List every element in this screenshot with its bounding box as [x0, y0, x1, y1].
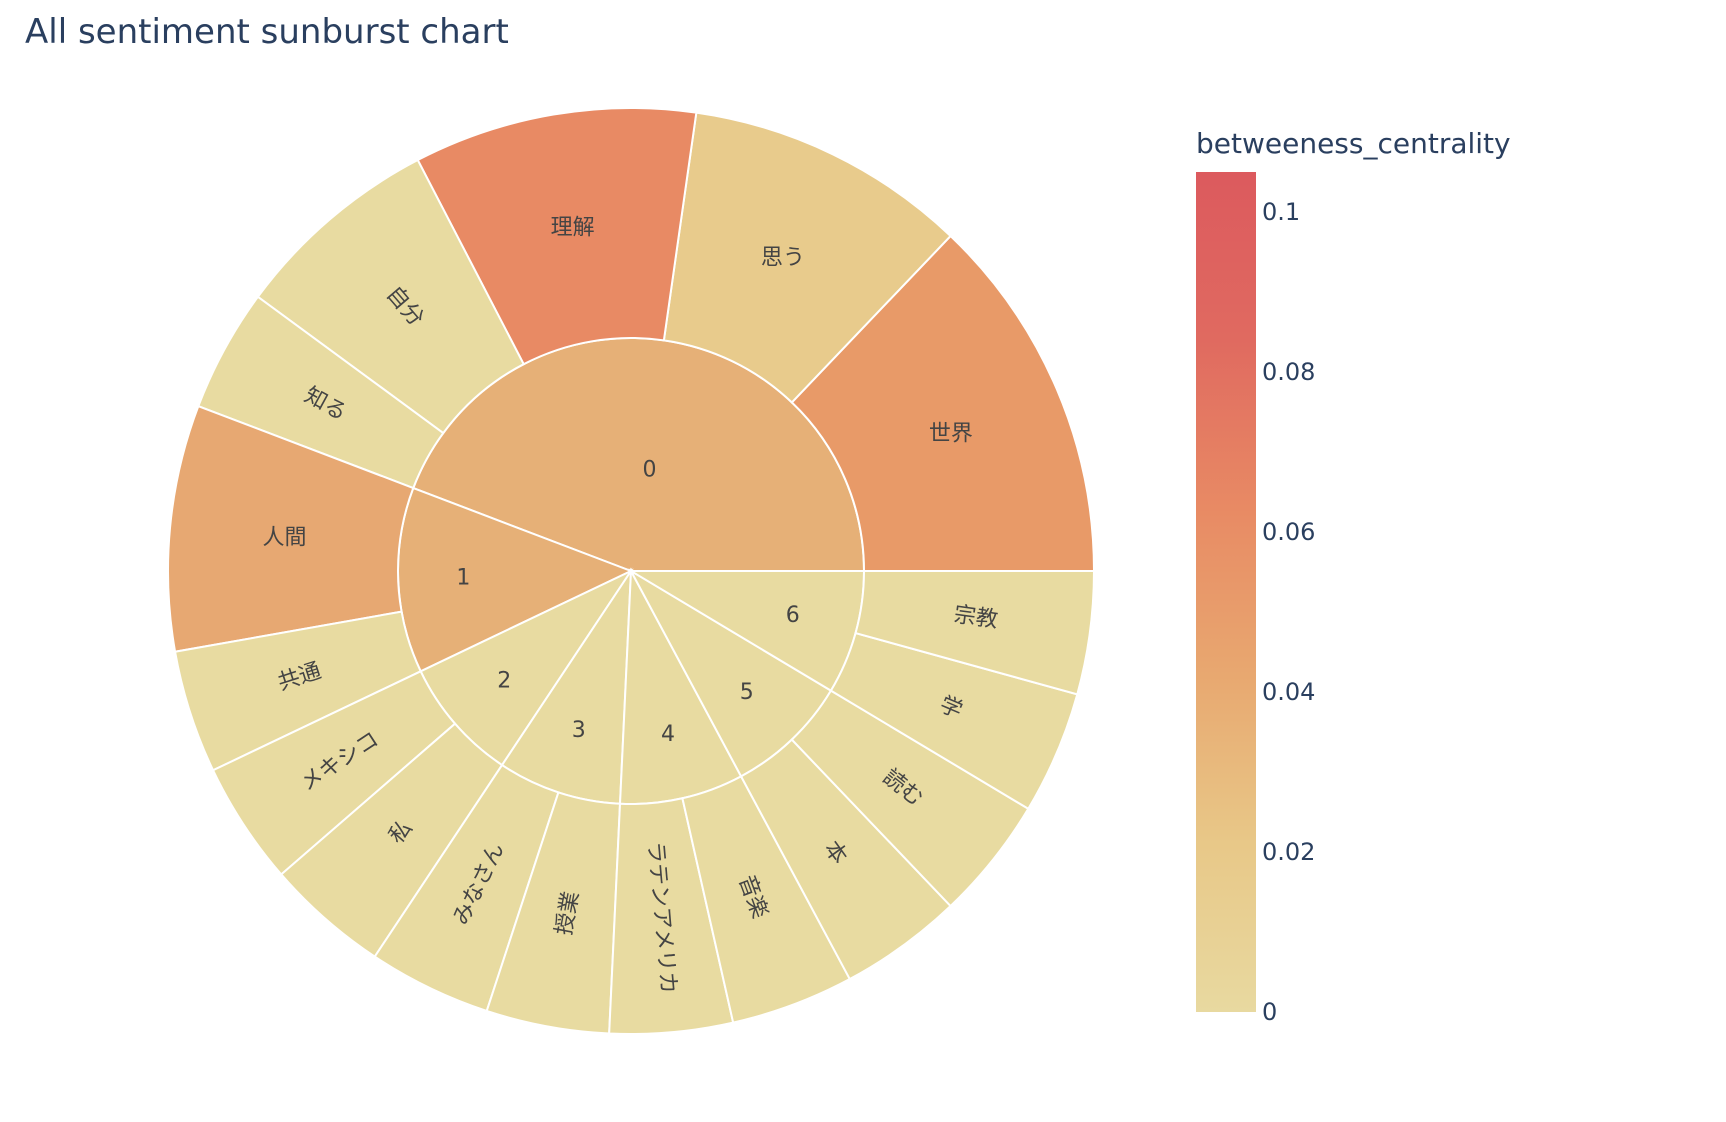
sunburst-outer-segment[interactable]	[662, 111, 952, 404]
colorbar-gradient	[1196, 172, 1256, 1012]
sunburst-inner-label: 3	[572, 718, 586, 743]
sunburst-inner-label: 6	[786, 603, 800, 628]
sunburst-outer-label: 宗教	[952, 602, 999, 633]
colorbar-tick-label: 0.02	[1262, 838, 1315, 866]
colorbar-tick-label: 0.04	[1262, 678, 1315, 706]
sunburst-outer-label: 理解	[551, 215, 595, 240]
sunburst-inner-label: 0	[643, 458, 657, 483]
sunburst-outer-label: 思う	[761, 245, 805, 270]
sunburst-outer-segment[interactable]	[790, 234, 1096, 572]
colorbar: betweeness_centrality 0 0.02 0.04 0.06 0.08 0…	[1196, 127, 1511, 1026]
sunburst-outer-segment[interactable]	[416, 107, 698, 366]
colorbar-tick-label: 0.08	[1262, 358, 1315, 386]
sunburst-outer-segment[interactable]	[854, 570, 1096, 696]
chart-title: All sentiment sunburst chart	[25, 12, 509, 52]
sunburst-inner-label: 1	[456, 565, 470, 590]
sunburst-outer-label: 世界	[929, 422, 973, 447]
colorbar-tick-label: 0.06	[1262, 518, 1315, 546]
colorbar-tick-label: 0	[1262, 998, 1277, 1026]
sunburst-inner-label: 2	[497, 668, 511, 693]
sunburst-outer-label: 人間	[263, 526, 307, 551]
sunburst-inner-label: 5	[740, 680, 754, 705]
colorbar-tick-label: 0.1	[1262, 198, 1300, 226]
sunburst-inner-label: 4	[661, 722, 675, 747]
colorbar-title: betweeness_centrality	[1196, 127, 1511, 160]
